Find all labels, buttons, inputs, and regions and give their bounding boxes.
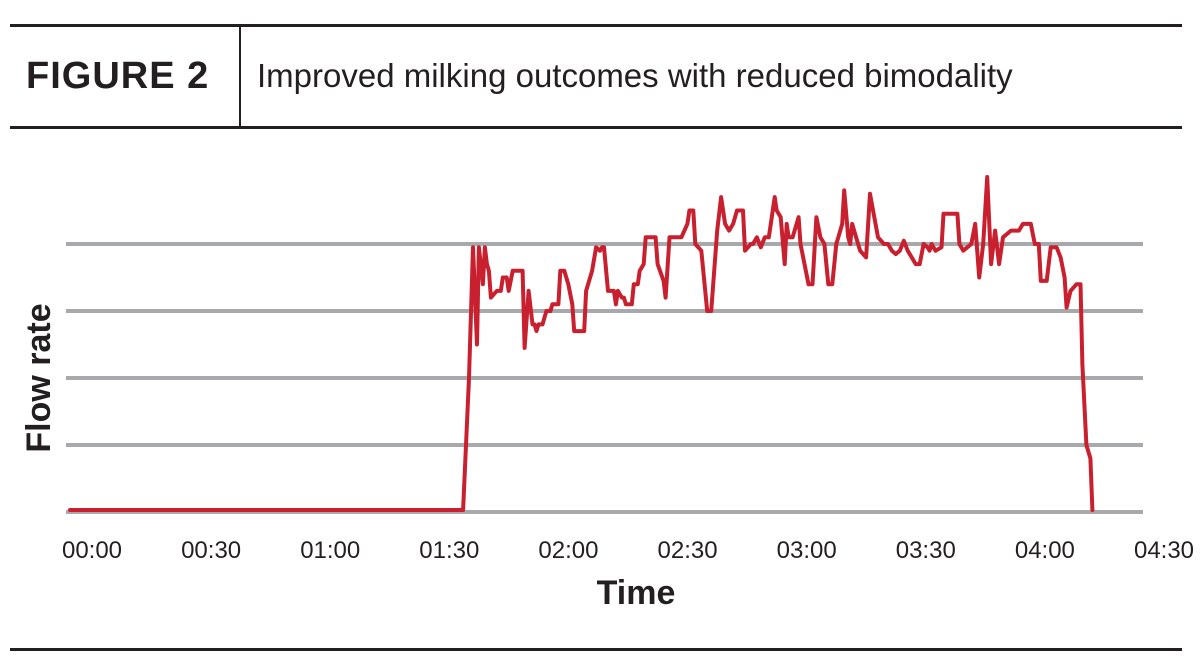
flow-rate-chart: 00:00 00:30 01:00 01:30 02:00 02:30 03:00 03:30… bbox=[20, 175, 1194, 612]
figure-label: FIGURE 2 bbox=[26, 55, 210, 97]
x-tick-label: 00:00 bbox=[62, 537, 122, 564]
x-tick-label: 00:30 bbox=[181, 537, 241, 564]
bottom-rule bbox=[10, 648, 1182, 651]
x-tick-label: 02:30 bbox=[658, 537, 718, 564]
x-tick-label: 01:30 bbox=[419, 537, 479, 564]
x-tick-label: 01:00 bbox=[300, 537, 360, 564]
header-bottom-rule bbox=[10, 126, 1182, 129]
x-axis-title: Time bbox=[597, 574, 676, 612]
x-tick-label: 03:00 bbox=[777, 537, 837, 564]
x-tick-label: 04:00 bbox=[1015, 537, 1075, 564]
top-rule bbox=[10, 24, 1182, 27]
x-tick-label: 03:30 bbox=[896, 537, 956, 564]
x-tick-label: 02:00 bbox=[538, 537, 598, 564]
x-tick-label: 04:30 bbox=[1134, 537, 1194, 564]
flow-rate-series-line bbox=[68, 175, 1095, 512]
y-axis-title: Flow rate bbox=[20, 303, 58, 452]
x-tick-labels: 00:00 00:30 01:00 01:30 02:00 02:30 03:00 03:30… bbox=[62, 537, 1194, 564]
header-divider bbox=[239, 26, 241, 126]
figure-title: Improved milking outcomes with reduced b… bbox=[257, 57, 1013, 94]
gridlines bbox=[66, 242, 1143, 514]
